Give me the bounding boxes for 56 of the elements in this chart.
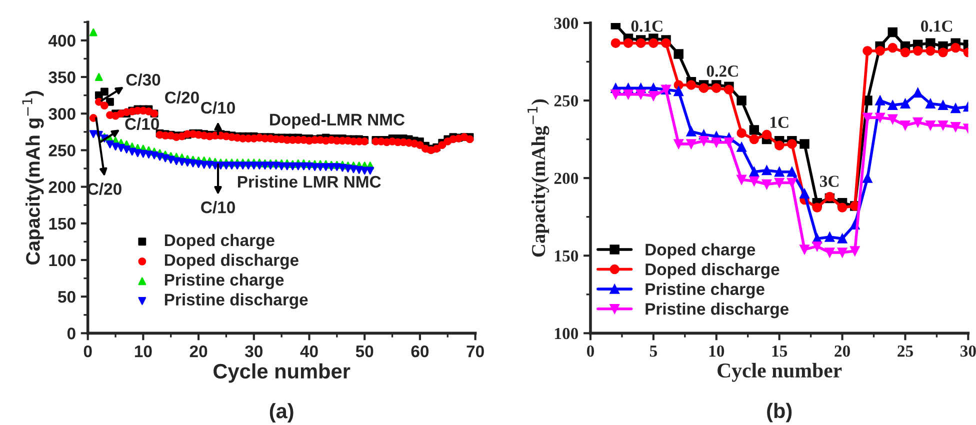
y-axis-title: Capacity(mAhg$^{−1}$) [528, 99, 550, 257]
x-tick-label: 30 [245, 345, 262, 358]
legend-label: Doped discharge [646, 263, 780, 279]
y-tick-label: 150 [555, 250, 578, 262]
x-tick-label: 50 [356, 345, 374, 358]
y-tick-label: 0 [67, 328, 76, 340]
legend-label: Pristine charge [646, 282, 764, 298]
x-axis-title: Cycle number [718, 362, 842, 382]
legend-label: Doped charge [646, 243, 756, 259]
y-tick-label: 250 [554, 95, 578, 106]
x-tick-label: 10 [134, 345, 152, 358]
x-tick-label: 0 [84, 345, 92, 358]
annotation: 0.1C [921, 20, 952, 32]
annotation: C/20 [165, 91, 199, 104]
x-tick-label: 30 [960, 345, 976, 357]
x-axis-title: Cycle number [214, 363, 350, 383]
annotation: C/10 [125, 118, 160, 130]
legend-label: Pristine discharge [646, 302, 789, 318]
x-tick-label: 40 [300, 345, 318, 358]
y-tick-label: 300 [48, 108, 76, 120]
y-tick-label: 50 [58, 291, 76, 303]
y-tick-label: 100 [555, 328, 578, 340]
x-tick-label: 60 [411, 345, 429, 358]
x-tick-label: 20 [834, 345, 850, 357]
x-tick-label: 70 [466, 345, 484, 358]
legend-label: Doped discharge [164, 254, 298, 270]
x-tick-label: 15 [772, 346, 788, 357]
x-tick-label: 10 [709, 345, 724, 357]
x-tick-label: 0 [586, 345, 594, 357]
y-tick-label: 200 [48, 181, 76, 194]
y-tick-label: 300 [554, 18, 578, 29]
annotation: C/10 [201, 101, 235, 114]
legend-label: Doped charge [164, 234, 274, 250]
y-tick-label: 150 [49, 218, 76, 230]
annotation: C/30 [126, 73, 160, 86]
y-tick-label: 200 [554, 172, 578, 184]
annotation: 3C [820, 176, 838, 187]
legend-label: Pristine charge [164, 273, 284, 290]
annotation: Doped-LMR NMC [270, 113, 405, 129]
annotation: 0.1C [631, 20, 662, 32]
y-tick-label: 250 [48, 144, 76, 156]
annotation: C/10 [201, 200, 235, 214]
annotation: 0.2C [706, 66, 738, 77]
annotation: C/20 [88, 182, 122, 196]
text: (b) [767, 402, 792, 422]
legend-label: Pristine discharge [164, 293, 308, 309]
annotation: Pristine LMR NMC [238, 175, 381, 188]
x-tick-label: 20 [190, 345, 208, 358]
y-tick-label: 350 [48, 71, 76, 84]
y-tick-label: 100 [49, 254, 76, 266]
x-tick-label: 5 [650, 346, 657, 357]
y-tick-label: 400 [48, 34, 76, 47]
annotation: 1C [770, 116, 788, 128]
text: (a) [270, 403, 294, 423]
y-axis-title: Capacity(mAh g$^{−1}$) [22, 91, 44, 265]
x-tick-label: 25 [898, 346, 913, 357]
